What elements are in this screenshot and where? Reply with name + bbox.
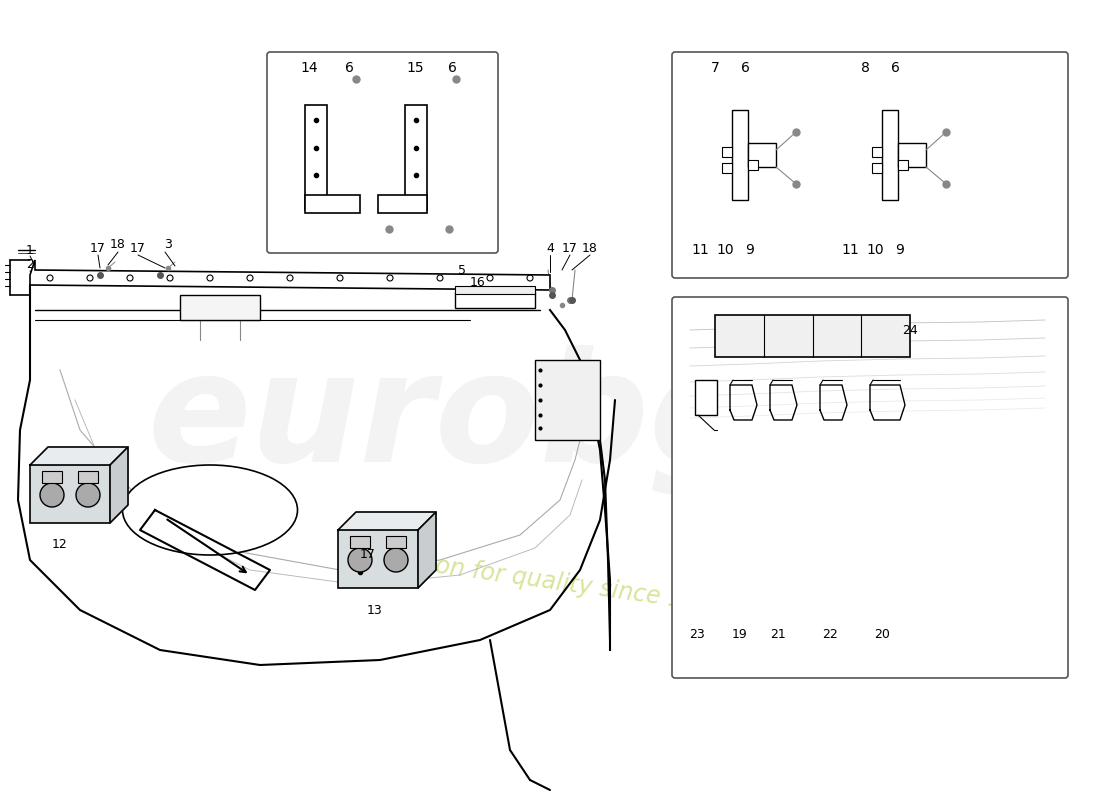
Text: 1: 1: [26, 243, 34, 257]
Bar: [722, 147, 732, 157]
Bar: [715, 315, 910, 357]
Text: 5: 5: [458, 263, 466, 277]
Bar: [732, 110, 748, 200]
Text: 20: 20: [874, 629, 890, 642]
Bar: [42, 471, 62, 483]
Text: 10: 10: [716, 243, 734, 257]
Text: 24: 24: [902, 323, 917, 337]
Text: 23: 23: [689, 629, 705, 642]
FancyBboxPatch shape: [455, 286, 535, 294]
Bar: [338, 530, 418, 588]
Bar: [305, 105, 327, 210]
Text: 17: 17: [90, 242, 106, 254]
Text: 12: 12: [52, 538, 68, 551]
Circle shape: [76, 483, 100, 507]
Polygon shape: [30, 447, 128, 465]
Bar: [30, 465, 110, 523]
Polygon shape: [30, 260, 550, 290]
Bar: [882, 110, 898, 200]
Text: 22: 22: [822, 629, 838, 642]
FancyBboxPatch shape: [672, 297, 1068, 678]
Bar: [898, 143, 926, 167]
Polygon shape: [110, 447, 128, 523]
Bar: [405, 105, 427, 210]
Ellipse shape: [122, 465, 297, 555]
Circle shape: [348, 548, 372, 572]
Bar: [305, 195, 360, 213]
Text: 15: 15: [406, 61, 424, 75]
Text: 16: 16: [470, 277, 486, 290]
FancyBboxPatch shape: [267, 52, 498, 253]
Polygon shape: [418, 512, 436, 588]
Text: 13: 13: [367, 603, 383, 617]
Text: 18: 18: [110, 238, 125, 251]
Bar: [386, 536, 406, 548]
Text: eurobges: eurobges: [147, 345, 953, 495]
Bar: [378, 195, 427, 213]
Bar: [78, 471, 98, 483]
Text: 19: 19: [733, 629, 748, 642]
Text: 17: 17: [360, 549, 376, 562]
Bar: [748, 160, 758, 170]
Text: 3: 3: [164, 238, 172, 251]
Bar: [872, 147, 882, 157]
Text: 4: 4: [546, 242, 554, 254]
Bar: [722, 163, 732, 173]
Text: 17: 17: [130, 242, 146, 254]
Text: 2: 2: [26, 258, 34, 271]
Text: 17: 17: [562, 242, 578, 254]
Text: 6: 6: [891, 61, 900, 75]
Text: 10: 10: [866, 243, 883, 257]
Bar: [350, 536, 370, 548]
Bar: [748, 143, 775, 167]
Circle shape: [40, 483, 64, 507]
Circle shape: [384, 548, 408, 572]
FancyBboxPatch shape: [672, 52, 1068, 278]
Text: 11: 11: [691, 243, 708, 257]
Text: 18: 18: [582, 242, 598, 254]
Text: a passion for quality since 1985: a passion for quality since 1985: [352, 542, 728, 618]
Text: 21: 21: [770, 629, 785, 642]
Text: 7: 7: [711, 61, 719, 75]
Text: 9: 9: [746, 243, 755, 257]
Text: 6: 6: [344, 61, 353, 75]
Bar: [695, 380, 717, 415]
Bar: [898, 160, 907, 170]
Text: 11: 11: [842, 243, 859, 257]
Bar: [180, 295, 260, 320]
Text: 14: 14: [300, 61, 318, 75]
FancyBboxPatch shape: [455, 292, 535, 308]
Bar: [872, 163, 882, 173]
Text: 8: 8: [860, 61, 869, 75]
Text: 6: 6: [448, 61, 456, 75]
Text: 6: 6: [740, 61, 749, 75]
Bar: [535, 360, 600, 440]
Text: 9: 9: [895, 243, 904, 257]
Polygon shape: [338, 512, 436, 530]
